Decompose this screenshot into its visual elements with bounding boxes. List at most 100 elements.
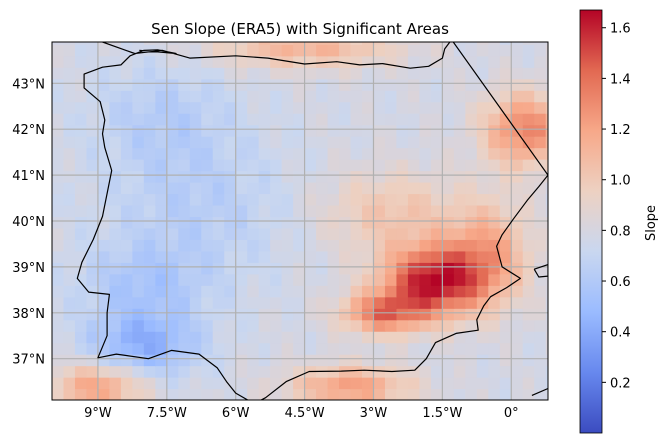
slope-cell [166,124,179,137]
slope-cell [316,239,329,252]
slope-cell [189,319,202,332]
slope-cell [224,342,237,355]
slope-cell [373,354,386,367]
slope-cell [212,181,225,195]
slope-cell [499,44,512,57]
slope-cell [373,170,386,183]
slope-cell [453,365,466,378]
slope-cell [362,354,375,367]
slope-cell [499,331,512,344]
slope-cell [373,285,386,298]
slope-cell [522,273,535,286]
slope-cell [419,262,432,275]
slope-cell [74,42,88,45]
slope-cell [465,90,478,103]
slope-cell [109,388,122,400]
slope-cell [316,377,329,390]
slope-cell [327,204,340,218]
slope-cell [86,181,99,195]
slope-cell [235,136,248,149]
slope-cell [453,136,466,149]
slope-cell [178,227,191,240]
slope-cell [373,319,386,332]
slope-cell [419,377,432,390]
slope-cell [488,181,501,195]
slope-cell [86,365,99,378]
slope-cell [419,101,432,114]
slope-cell [258,159,271,172]
slope-cell [488,136,501,149]
slope-cell [362,44,375,57]
slope-cell [293,388,306,400]
slope-cell [143,147,156,160]
slope-cell [304,204,317,218]
slope-cell [339,285,352,298]
slope-cell [339,354,352,367]
slope-cell [189,90,202,103]
slope-cell [465,55,478,68]
slope-cell [155,159,168,172]
slope-cell [522,78,535,91]
slope-cell [224,285,237,298]
slope-cell [511,239,524,252]
slope-cell [339,239,352,252]
slope-cell [396,147,409,160]
slope-cell [201,296,214,309]
slope-cell [522,136,535,149]
slope-cell [63,78,76,91]
slope-cell [258,262,271,275]
slope-cell [178,159,191,172]
slope-cell [453,216,466,229]
slope-cell [453,170,466,183]
slope-cell [201,250,214,263]
slope-cell [52,78,65,91]
slope-cell [534,136,547,149]
slope-cell [224,204,237,218]
slope-cell [132,239,145,252]
slope-cell [350,147,363,160]
slope-cell [143,342,156,355]
slope-cell [384,136,398,149]
slope-cell [52,204,65,218]
slope-cell [293,44,306,57]
slope-cell [63,354,76,367]
slope-cell [327,285,340,298]
slope-cell [281,101,294,114]
slope-cell [97,331,111,344]
slope-cell [143,377,156,390]
slope-cell [419,331,432,344]
slope-cell [350,113,363,126]
slope-cell [132,308,145,321]
slope-cell [407,193,421,206]
slope-cell [545,331,548,344]
slope-cell [350,159,363,172]
slope-cell [178,113,191,126]
slope-cell [373,239,386,252]
slope-cell [281,159,294,172]
slope-cell [430,365,443,378]
slope-cell [339,124,352,137]
slope-cell [155,296,168,309]
slope-cell [178,147,191,160]
slope-cell [178,204,191,218]
slope-cell [476,262,489,275]
slope-cell [442,204,455,218]
slope-cell [97,365,111,378]
slope-cell [453,78,466,91]
slope-cell [362,147,375,160]
longitude-tick-label: 4.5°W [285,406,325,421]
slope-cell [350,44,363,57]
slope-cell [396,365,409,378]
slope-cell [281,204,294,218]
slope-cell [407,388,421,400]
slope-cell [396,308,409,321]
slope-cell [63,90,76,103]
slope-cell [362,319,375,332]
slope-cell [339,319,352,332]
slope-cell [132,250,145,263]
slope-cell [97,55,111,68]
slope-cell [247,193,260,206]
slope-cell [86,55,99,68]
slope-cell [304,262,317,275]
slope-cell [339,90,352,103]
